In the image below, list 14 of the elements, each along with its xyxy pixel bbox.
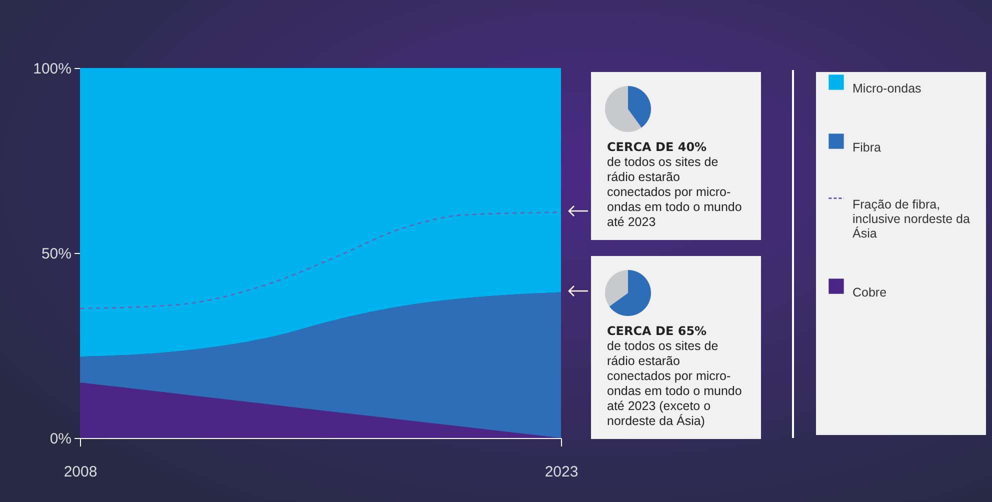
text: CERCA DE 40% xyxy=(607,140,708,155)
legend-label: Cobre xyxy=(852,285,887,300)
line-series xyxy=(79,212,562,310)
text: CERCA DE 65% xyxy=(607,324,708,339)
x-tick-label: 2008 xyxy=(64,464,98,480)
text: de todos os sites de rádio estarão conectados por micro-ondas em todo o mundo até 2023 xyxy=(607,155,743,230)
legend-label: Fibra xyxy=(852,140,882,154)
x-tick-label: 2023 xyxy=(544,464,578,480)
text: de todos os sites de rádio estarão conectados por micro-ondas em todo o mundo até 2023 (exceto o nordeste da Ásia) xyxy=(607,339,743,429)
legend-label: Micro-ondas xyxy=(852,81,922,96)
y-tick-label: 0% xyxy=(50,430,72,448)
legend-label: Fração de fibra, inclusive nordeste da Ásia xyxy=(852,197,970,240)
y-tick-label: 50% xyxy=(41,246,72,262)
y-tick-label: 100% xyxy=(33,60,72,78)
